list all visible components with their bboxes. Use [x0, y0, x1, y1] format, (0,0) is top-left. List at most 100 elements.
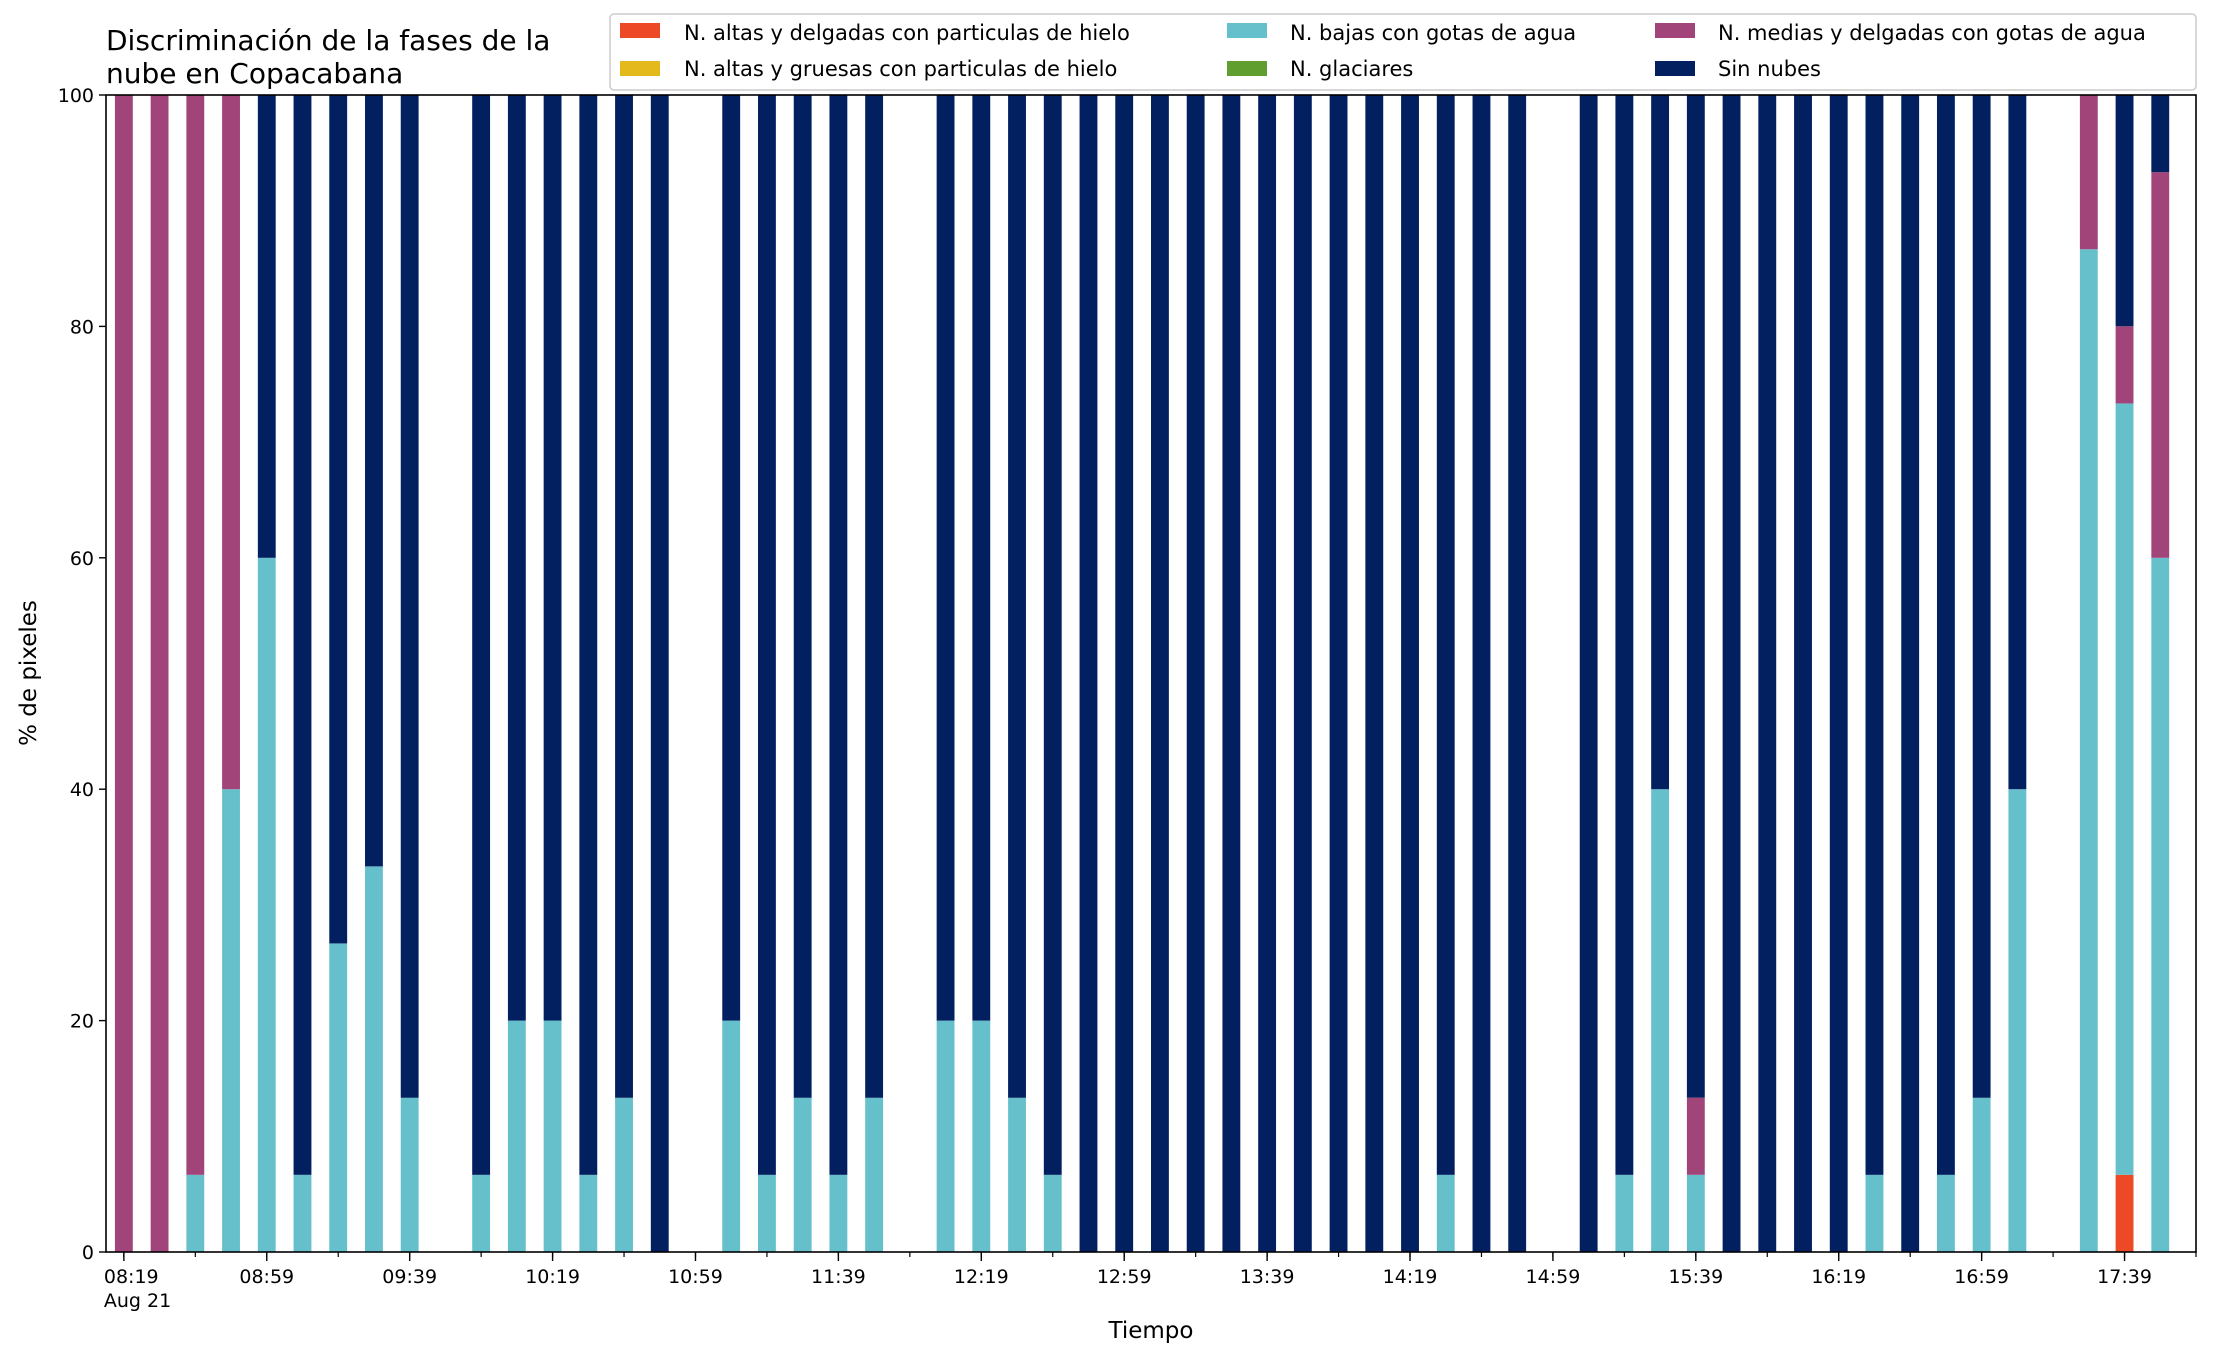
- y-tick-label-100: 100: [58, 85, 94, 107]
- bar-1219-n-bajas-con-gotas-de-agua: [972, 1020, 991, 1252]
- bar-1739-n-altas-y-delgadas-con-particulas-de-hielo: [2115, 1174, 2134, 1252]
- bar-1149-n-bajas-con-gotas-de-agua: [865, 1097, 884, 1252]
- bar-1749-sin-nubes: [2151, 95, 2170, 173]
- x-tick-label-1059: 10:59: [668, 1266, 723, 1288]
- bar-1239-sin-nubes: [1043, 95, 1062, 1175]
- bar-1019-n-bajas-con-gotas-de-agua: [543, 1020, 562, 1252]
- legend-swatch-sin-nubes: [1655, 61, 1695, 76]
- x-tick-label-1339: 13:39: [1240, 1266, 1295, 1288]
- bar-1029-n-bajas-con-gotas-de-agua: [579, 1174, 598, 1252]
- x-tick-label-1659: 16:59: [1954, 1266, 2009, 1288]
- bar-1749-n-medias-y-delgadas-con-gotas-de-agua: [2151, 172, 2170, 558]
- bar-1209-n-bajas-con-gotas-de-agua: [936, 1020, 955, 1252]
- bar-1139-sin-nubes: [829, 95, 848, 1175]
- bar-0849-n-medias-y-delgadas-con-gotas-de-agua: [222, 95, 240, 790]
- bar-0819-n-medias-y-delgadas-con-gotas-de-agua: [114, 95, 133, 1252]
- bar-1009-n-bajas-con-gotas-de-agua: [507, 1020, 526, 1252]
- bar-1119-sin-nubes: [758, 95, 776, 1175]
- bar-0859-sin-nubes: [257, 95, 276, 558]
- x-tick-label-1219: 12:19: [954, 1266, 1009, 1288]
- bar-1529-n-bajas-con-gotas-de-agua: [1651, 789, 1670, 1252]
- bar-1209-sin-nubes: [936, 95, 955, 1021]
- x-tick-label-1739: 17:39: [2097, 1266, 2152, 1288]
- bar-0959-n-bajas-con-gotas-de-agua: [472, 1174, 491, 1252]
- bar-1109-sin-nubes: [722, 95, 741, 1021]
- bar-0919-sin-nubes: [329, 95, 348, 944]
- bar-0839-n-medias-y-delgadas-con-gotas-de-agua: [186, 95, 205, 1175]
- bar-1729-n-bajas-con-gotas-de-agua: [2079, 249, 2098, 1253]
- bar-1229-n-bajas-con-gotas-de-agua: [1008, 1097, 1026, 1252]
- x-tick-label-1539: 15:39: [1668, 1266, 1723, 1288]
- bar-1649-n-bajas-con-gotas-de-agua: [1936, 1174, 1955, 1252]
- bar-1739-n-medias-y-delgadas-con-gotas-de-agua: [2115, 326, 2134, 404]
- y-axis-label: % de pixeles: [16, 600, 42, 746]
- legend-label-altas-gruesas: N. altas y gruesas con particulas de hie…: [684, 57, 1117, 81]
- bar-1559-sin-nubes: [1758, 95, 1777, 1252]
- y-tick-label-60: 60: [70, 548, 94, 570]
- bar-1119-n-bajas-con-gotas-de-agua: [758, 1174, 776, 1252]
- bar-1659-sin-nubes: [1972, 95, 1991, 1098]
- bar-0959-sin-nubes: [472, 95, 491, 1175]
- bar-0839-n-bajas-con-gotas-de-agua: [186, 1174, 205, 1252]
- x-axis-label: Tiempo: [1108, 1318, 1194, 1344]
- bar-1729-n-medias-y-delgadas-con-gotas-de-agua: [2079, 95, 2098, 250]
- legend-swatch-bajas-gotas: [1227, 23, 1267, 38]
- x-tick-date-label: Aug 21: [104, 1290, 171, 1312]
- bar-1429-sin-nubes: [1436, 95, 1455, 1175]
- x-tick-label-1019: 10:19: [525, 1266, 580, 1288]
- bar-1229-sin-nubes: [1008, 95, 1026, 1098]
- x-tick-label-1619: 16:19: [1811, 1266, 1866, 1288]
- bar-0939-n-bajas-con-gotas-de-agua: [400, 1097, 419, 1252]
- y-axis: 0 20 40 60 80 100: [58, 85, 106, 1264]
- y-tick-label-40: 40: [70, 779, 94, 801]
- bar-1319-sin-nubes: [1186, 95, 1205, 1252]
- bar-1339-sin-nubes: [1258, 95, 1277, 1252]
- chart-title-line-1: Discriminación de la fases de la: [106, 24, 550, 57]
- x-tick-label-1419: 14:19: [1383, 1266, 1438, 1288]
- bar-1419-sin-nubes: [1401, 95, 1419, 1252]
- bar-0929-n-bajas-con-gotas-de-agua: [365, 866, 383, 1252]
- bar-1429-n-bajas-con-gotas-de-agua: [1436, 1174, 1455, 1252]
- legend-swatch-glaciares: [1227, 61, 1267, 76]
- bar-1539-sin-nubes: [1686, 95, 1705, 1098]
- bar-0859-n-bajas-con-gotas-de-agua: [257, 557, 276, 1252]
- bar-0909-sin-nubes: [293, 95, 312, 1175]
- y-tick-label-20: 20: [70, 1011, 94, 1033]
- bar-1639-sin-nubes: [1901, 95, 1920, 1252]
- bar-1029-sin-nubes: [579, 95, 598, 1175]
- bar-1739-sin-nubes: [2115, 94, 2134, 327]
- bar-1359-sin-nubes: [1329, 95, 1348, 1252]
- bar-1109-n-bajas-con-gotas-de-agua: [722, 1020, 741, 1252]
- bar-1629-n-bajas-con-gotas-de-agua: [1865, 1174, 1884, 1252]
- legend-swatch-altas-gruesas: [620, 61, 660, 76]
- bar-1449-sin-nubes: [1508, 95, 1527, 1252]
- plot-frame: [105, 94, 2197, 1253]
- bar-1709-n-bajas-con-gotas-de-agua: [2008, 789, 2027, 1252]
- bar-1539-n-medias-y-delgadas-con-gotas-de-agua: [1686, 1097, 1705, 1175]
- x-tick-label-1259: 12:59: [1097, 1266, 1152, 1288]
- bar-1309-sin-nubes: [1151, 95, 1169, 1252]
- bar-1649-sin-nubes: [1936, 95, 1955, 1175]
- x-tick-label-1139: 11:39: [811, 1266, 866, 1288]
- bar-0919-n-bajas-con-gotas-de-agua: [329, 943, 348, 1252]
- y-tick-label-0: 0: [82, 1242, 94, 1264]
- bar-1709-sin-nubes: [2008, 95, 2027, 790]
- bar-1149-sin-nubes: [865, 95, 884, 1098]
- bar-0939-sin-nubes: [400, 95, 419, 1098]
- legend-label-bajas-gotas: N. bajas con gotas de agua: [1290, 21, 1576, 45]
- legend-label-sin-nubes: Sin nubes: [1718, 57, 1821, 81]
- bar-1609-sin-nubes: [1794, 95, 1812, 1252]
- bar-1139-n-bajas-con-gotas-de-agua: [829, 1174, 848, 1252]
- legend-label-medias-delgadas: N. medias y delgadas con gotas de agua: [1718, 21, 2146, 45]
- bar-0909-n-bajas-con-gotas-de-agua: [293, 1174, 312, 1252]
- bar-1439-sin-nubes: [1472, 95, 1491, 1252]
- bar-1039-sin-nubes: [615, 95, 633, 1098]
- bar-0929-sin-nubes: [365, 95, 383, 867]
- legend-swatch-medias-delgadas: [1655, 23, 1695, 38]
- x-tick-label-0859: 08:59: [239, 1266, 294, 1288]
- bar-1749-n-bajas-con-gotas-de-agua: [2151, 557, 2170, 1252]
- bar-1509-sin-nubes: [1579, 95, 1598, 1252]
- bar-1019-sin-nubes: [543, 95, 562, 1021]
- legend-label-glaciares: N. glaciares: [1290, 57, 1413, 81]
